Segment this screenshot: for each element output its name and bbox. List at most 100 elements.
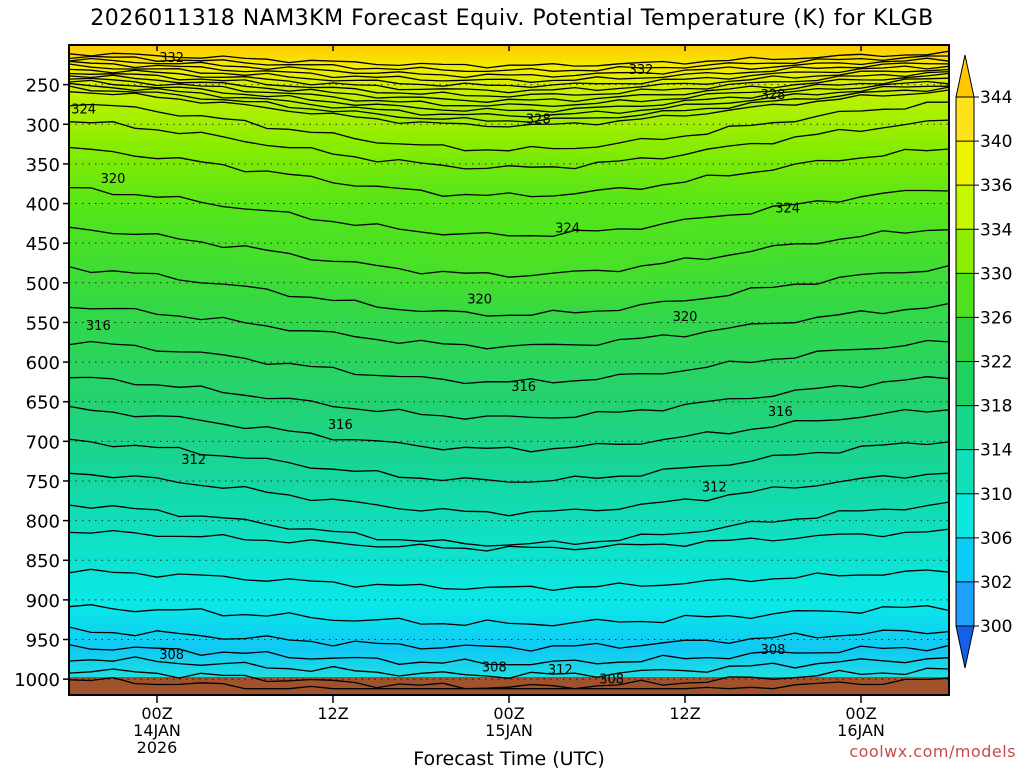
contour-line-9 bbox=[69, 79, 949, 113]
contour-label-8: 320 bbox=[467, 293, 492, 308]
y-tick-label-850: 850 bbox=[26, 551, 60, 572]
y-tick-label-400: 400 bbox=[26, 195, 60, 216]
x-tick-label-2-0: 00Z bbox=[493, 704, 524, 723]
contour-line-20 bbox=[69, 339, 949, 385]
x-tick-label-0-0: 00Z bbox=[141, 704, 172, 723]
contour-line-25 bbox=[69, 501, 949, 547]
colorbar-label-344: 344 bbox=[980, 88, 1012, 108]
watermark: coolwx.com/models bbox=[849, 742, 1016, 761]
x-tick-label-2-1: 15JAN bbox=[485, 721, 533, 740]
colorbar-segment-1 bbox=[956, 141, 974, 186]
contour-label-18: 308 bbox=[482, 660, 507, 675]
colorbar-segment-9 bbox=[956, 493, 974, 539]
contour-labels: 332 332 328 324 328 320 324 324 320 320 316 316 316 3… bbox=[71, 51, 800, 687]
colorbar-label-330: 330 bbox=[980, 264, 1012, 284]
colorbar-segment-3 bbox=[956, 229, 974, 274]
y-tick-label-450: 450 bbox=[26, 234, 60, 255]
y-tick-label-800: 800 bbox=[26, 512, 60, 533]
contour-line-16 bbox=[69, 186, 949, 238]
contour-label-13: 316 bbox=[768, 405, 793, 420]
colorbar-bottom-arrow bbox=[955, 625, 975, 669]
x-tick-label-3-0: 12Z bbox=[669, 704, 700, 723]
contour-line-26 bbox=[69, 528, 949, 552]
contour-label-3: 324 bbox=[71, 102, 96, 117]
colorbar-segment-2 bbox=[956, 185, 974, 230]
colorbar-segment-5 bbox=[956, 317, 974, 362]
colorbar-segment-10 bbox=[956, 537, 974, 583]
colorbar-label-322: 322 bbox=[980, 353, 1012, 373]
colorbar-label-336: 336 bbox=[980, 176, 1012, 196]
contour-line-11 bbox=[69, 85, 949, 123]
y-tick-label-700: 700 bbox=[26, 432, 60, 453]
contour-line-33 bbox=[69, 676, 949, 690]
contour-line-12 bbox=[69, 89, 949, 128]
contour-line-4 bbox=[69, 63, 949, 88]
colorbar-segment-11 bbox=[956, 581, 974, 627]
contour-line-17 bbox=[69, 226, 949, 278]
contour-label-20: 308 bbox=[599, 672, 624, 687]
contour-line-27 bbox=[69, 568, 949, 592]
colorbar-label-318: 318 bbox=[980, 397, 1012, 417]
contour-line-30 bbox=[69, 643, 949, 666]
contour-line-28 bbox=[69, 604, 949, 627]
contour-line-0 bbox=[69, 50, 949, 69]
y-tick-label-550: 550 bbox=[26, 313, 60, 334]
contour-line-3 bbox=[69, 60, 949, 83]
colorbar-segment-4 bbox=[956, 273, 974, 318]
contour-line-31 bbox=[69, 656, 949, 679]
contour-line-29 bbox=[69, 626, 949, 652]
colorbar: 344 340 336 334 330 326 322 318 314 310 306 302 300 bbox=[955, 54, 1012, 669]
colorbar-label-300: 300 bbox=[980, 617, 1012, 637]
contour-label-2: 328 bbox=[761, 88, 786, 103]
contour-label-1: 332 bbox=[629, 63, 654, 78]
contour-line-22 bbox=[69, 405, 949, 453]
contour-label-17: 308 bbox=[761, 643, 786, 658]
colorbar-segment-6 bbox=[956, 361, 974, 407]
colorbar-segment-0 bbox=[956, 97, 974, 142]
contour-label-12: 316 bbox=[328, 418, 353, 433]
contour-label-19: 312 bbox=[548, 663, 573, 678]
contour-line-7 bbox=[69, 72, 949, 103]
plot-background bbox=[69, 45, 949, 695]
contour-label-15: 312 bbox=[702, 481, 727, 496]
contour-label-14: 312 bbox=[181, 453, 206, 468]
y-tick-label-950: 950 bbox=[26, 631, 60, 652]
contour-line-5 bbox=[69, 68, 949, 94]
contour-line-18 bbox=[69, 264, 949, 317]
contour-line-19 bbox=[69, 302, 949, 350]
colorbar-label-314: 314 bbox=[980, 441, 1012, 461]
x-tick-label-0-2: 2026 bbox=[137, 738, 178, 757]
x-tick-label-4-1: 16JAN bbox=[837, 721, 885, 740]
contour-lines bbox=[69, 50, 949, 690]
contour-line-21 bbox=[69, 376, 949, 420]
x-tick-label-1-0: 12Z bbox=[317, 704, 348, 723]
colorbar-label-340: 340 bbox=[980, 132, 1012, 152]
chart-title: 2026011318 NAM3KM Forecast Equiv. Potent… bbox=[90, 6, 934, 31]
contour-line-8 bbox=[69, 77, 949, 108]
y-tick-label-1000: 1000 bbox=[14, 670, 60, 691]
contour-label-9: 320 bbox=[673, 310, 698, 325]
contour-line-14 bbox=[69, 119, 949, 170]
x-tick-label-0-1: 14JAN bbox=[133, 721, 181, 740]
contour-line-23 bbox=[69, 438, 949, 483]
contour-line-15 bbox=[69, 146, 949, 198]
colorbar-segment-8 bbox=[956, 449, 974, 495]
y-tick-label-750: 750 bbox=[26, 472, 60, 493]
contour-line-1 bbox=[69, 55, 949, 73]
contour-line-32 bbox=[69, 667, 949, 690]
y-tick-label-600: 600 bbox=[26, 353, 60, 374]
contour-line-24 bbox=[69, 472, 949, 517]
y-tick-label-500: 500 bbox=[26, 274, 60, 295]
colorbar-top-arrow bbox=[955, 54, 975, 98]
x-tick-label-4-0: 00Z bbox=[845, 704, 876, 723]
contour-line-6 bbox=[69, 70, 949, 98]
contour-label-10: 316 bbox=[86, 319, 111, 334]
colorbar-label-306: 306 bbox=[980, 529, 1012, 549]
x-axis-label: Forecast Time (UTC) bbox=[413, 748, 604, 768]
colorbar-label-334: 334 bbox=[980, 220, 1012, 240]
colorbar-label-302: 302 bbox=[980, 573, 1012, 593]
y-tick-label-350: 350 bbox=[26, 155, 60, 176]
green-bulge-shading bbox=[210, 145, 810, 325]
colorbar-label-310: 310 bbox=[980, 485, 1012, 505]
